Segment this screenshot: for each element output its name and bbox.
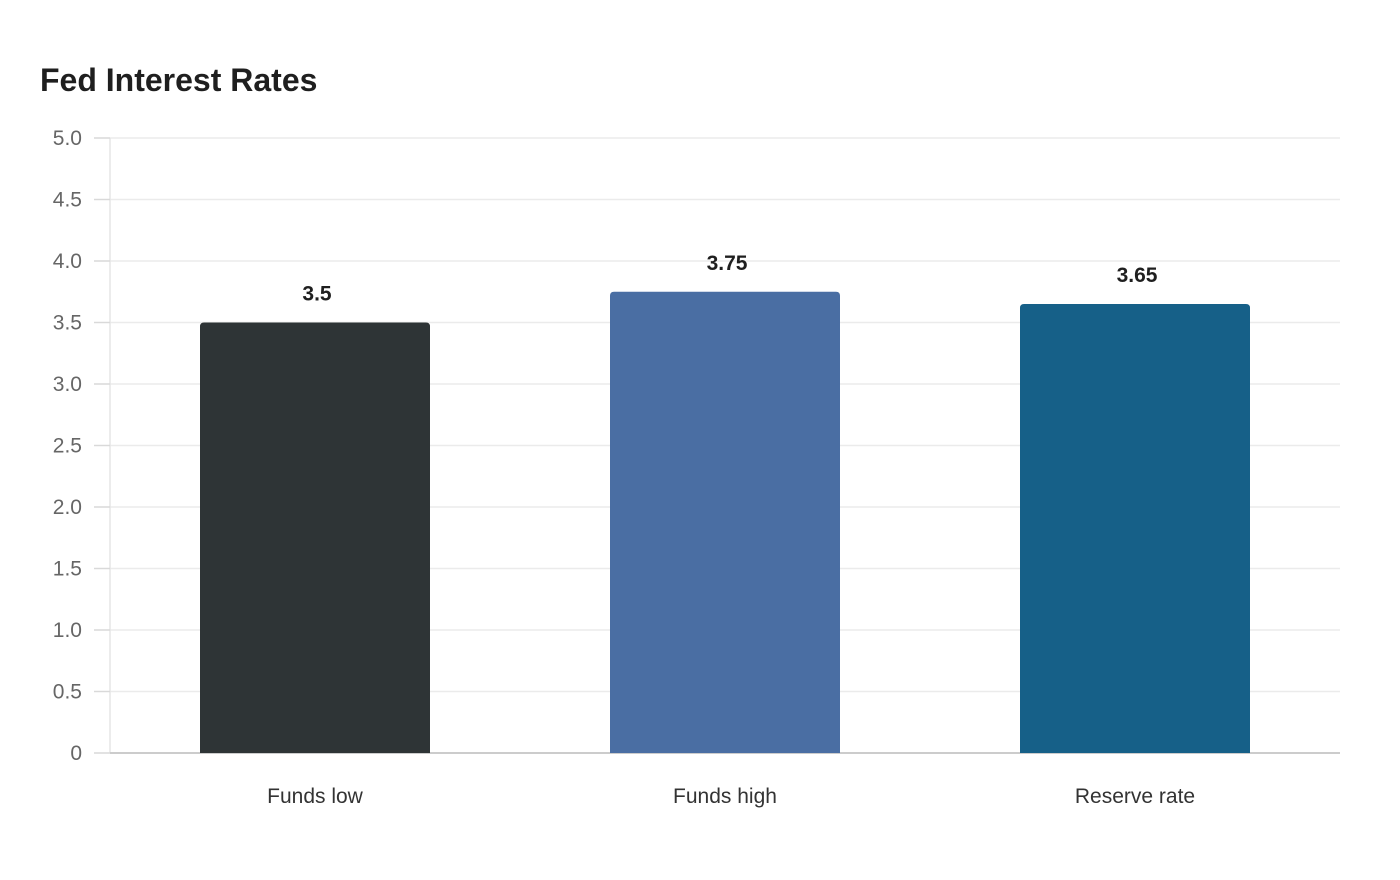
y-tick-label: 2.0: [53, 496, 82, 519]
bar-funds-high[interactable]: [610, 291, 840, 753]
bars: [200, 291, 1250, 754]
value-label: 3.5: [302, 283, 332, 306]
y-tick-label: 1.5: [53, 558, 82, 581]
chart-title: Fed Interest Rates: [40, 62, 318, 98]
y-tick-label: 0: [70, 742, 82, 765]
x-category-label: Funds low: [267, 785, 364, 808]
y-axis-ticks: 0 0.5 1.0 1.5 2.0 2.5 3.0 3.5 4.0 4.5 5.0: [53, 127, 110, 765]
y-tick-label: 3.0: [53, 373, 82, 396]
value-label: 3.75: [707, 252, 748, 275]
y-tick-label: 4.0: [53, 250, 82, 273]
y-tick-label: 5.0: [53, 127, 82, 150]
value-labels: 3.5 3.75 3.65: [302, 252, 1157, 306]
value-label: 3.65: [1117, 264, 1158, 287]
y-tick-label: 4.5: [53, 189, 82, 212]
bar-reserve-rate[interactable]: [1020, 304, 1250, 753]
bar-funds-low[interactable]: [200, 322, 430, 754]
x-category-label: Reserve rate: [1075, 785, 1195, 808]
y-tick-label: 1.0: [53, 619, 82, 642]
x-axis-labels: Funds low Funds high Reserve rate: [267, 785, 1195, 808]
y-tick-label: 2.5: [53, 435, 82, 458]
y-tick-label: 0.5: [53, 681, 82, 704]
y-tick-label: 3.5: [53, 312, 82, 335]
x-category-label: Funds high: [673, 785, 777, 808]
